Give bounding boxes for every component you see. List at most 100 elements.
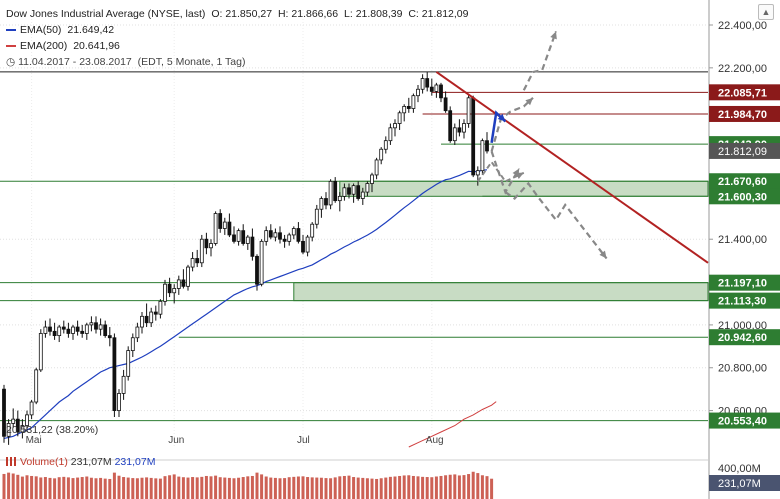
candle-body [232,234,236,242]
candle-body [222,221,227,229]
candle-body [333,180,338,202]
volume-bar [260,474,264,499]
low-value: L: 21.808,39 [344,8,403,20]
volume-bar [227,477,231,499]
volume-bar [53,478,57,499]
volume-bar [292,476,296,499]
candle-body [6,423,11,437]
volume-bar [135,478,139,499]
candle-body [11,418,16,424]
candle-body [84,324,89,334]
candle-body [429,86,434,92]
volume-bar [7,472,11,499]
chevron-up-icon[interactable]: ▲ [758,4,774,20]
ema50-legend[interactable]: EMA(50) 21.649,42 [6,24,114,36]
volume-bar [122,477,126,499]
candle-body [439,84,443,99]
candle-body [287,234,292,242]
fib-note: 20.531,22 (38.20%) [6,424,99,436]
y-grid-lines [0,10,708,447]
period-row: ◷ 11.04.2017 - 23.08.2017 (EDT, 5 Monate… [6,56,245,68]
volume-bar [76,477,80,499]
volume-bar [329,478,333,499]
volume-bar [80,477,84,499]
level-label-box [709,292,780,309]
candle-body [126,350,131,377]
chart-header: Dow Jones Industrial Average (NYSE, last… [6,8,468,20]
projection-arrow-retest-head [515,172,524,179]
candle-body [250,236,255,257]
volume-bar [306,477,310,499]
volume-current-label: 231,07M [718,478,761,490]
candle-body [199,238,204,264]
volume-bar [154,478,158,499]
volume-bar [296,476,300,499]
candle-body [420,78,425,90]
candle-body [181,279,186,287]
candle-body [305,236,310,253]
volume-bar [39,477,43,499]
x-tick-label: Jul [297,435,310,446]
candle-body [365,183,370,193]
candle-body [209,243,213,249]
level-label: 20.553,40 [718,416,767,428]
candle-body [195,258,200,264]
level-label-box [709,412,780,429]
candle-body [144,315,149,324]
candle-body [149,311,154,324]
candle-body [80,330,85,334]
volume-axis-label: 400,00M [718,463,761,475]
candle-body [434,84,439,92]
ema200-path [408,401,497,448]
volume-bar [287,477,291,499]
volume-bar [57,477,61,499]
clock-icon: ◷ [6,56,16,68]
candle-body [337,195,342,202]
volume-bar [62,476,66,499]
volume-bar [145,477,149,499]
candle-body [186,266,190,287]
volume-bar [490,478,494,499]
volume-bar [439,475,443,499]
volume-bar [191,477,195,499]
projection-arrow-up-1-head [525,97,533,106]
volume-bar [352,477,356,499]
volume-current-box [709,475,780,491]
candle-body [89,322,94,326]
level-label-box [709,173,780,190]
volume-bar [200,476,204,499]
candle-body [25,414,29,426]
volume-bar [177,476,181,499]
candle-body [2,388,6,437]
volume-bar [457,475,461,499]
volume-bar [209,476,213,499]
trendline [435,71,709,264]
ema200-value: 20.641,96 [73,40,120,52]
volume-bar [407,475,411,499]
candle-body [443,97,448,112]
volume-bar [241,477,245,499]
candle-body [291,228,296,236]
candle-body [255,255,259,285]
volume-bar [462,475,466,499]
ema200-legend[interactable]: EMA(200) 20.641,96 [6,40,120,52]
candle-body [167,283,172,294]
volume-bar [112,472,116,499]
volume-bar [421,476,425,499]
candle-body [245,236,250,244]
candle-body [310,223,315,238]
level-label-box [709,329,780,346]
volume-bar [411,475,415,499]
candle-body [301,240,305,253]
candle-body [360,191,365,199]
volume-bar [310,477,314,499]
candle-body [130,337,135,352]
candle-body [135,326,140,339]
candle-body [158,300,163,315]
volume-bars-icon [6,457,16,466]
projection-arrow-up-2-head [550,31,557,40]
candle-body [163,283,167,302]
candle-body [314,208,319,225]
candle-body [370,174,374,184]
candle-body [71,326,75,334]
